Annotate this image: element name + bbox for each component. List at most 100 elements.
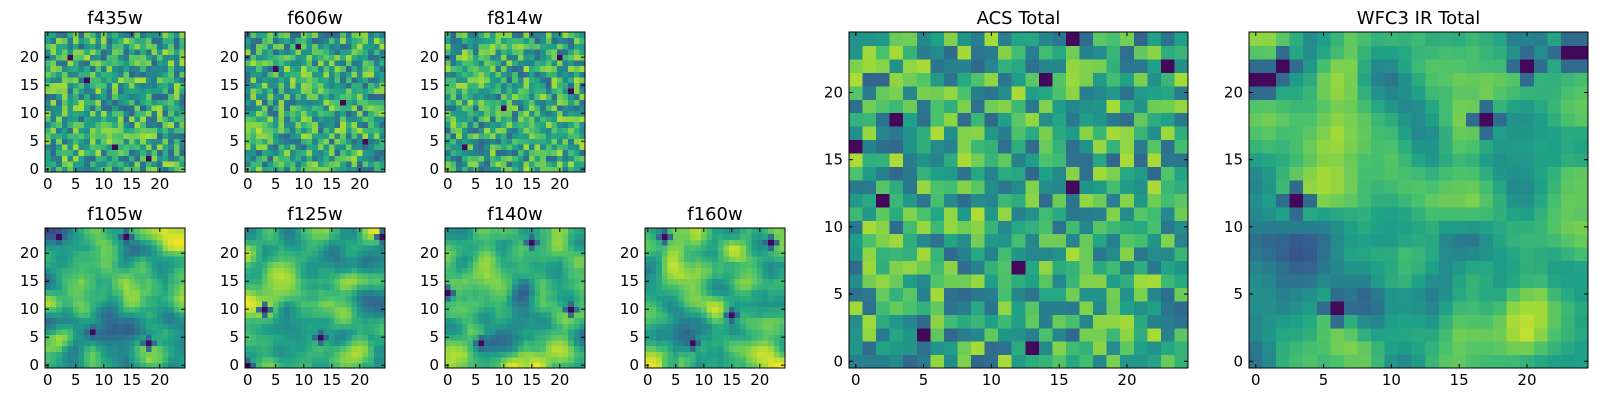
heatmap-cell — [517, 284, 524, 291]
heatmap-cell — [78, 233, 85, 240]
heatmap-cell — [523, 121, 530, 128]
heatmap-cell — [357, 144, 364, 151]
heatmap-cell — [667, 295, 674, 302]
heatmap-cell — [545, 82, 552, 89]
heatmap-cell — [557, 323, 564, 330]
heatmap-cell — [779, 256, 786, 263]
heatmap-cell — [362, 300, 369, 307]
heatmap-cell — [768, 233, 775, 240]
heatmap-cell — [267, 334, 274, 341]
heatmap-cell — [312, 228, 319, 235]
heatmap-cell — [779, 356, 786, 363]
heatmap-cell — [329, 351, 336, 358]
heatmap-cell — [557, 76, 564, 83]
heatmap-cell — [678, 306, 685, 313]
y-tick-label: 5 — [229, 328, 239, 346]
heatmap-cell — [506, 328, 513, 335]
heatmap-cell — [501, 65, 508, 72]
heatmap-cell — [701, 295, 708, 302]
heatmap-cell — [162, 278, 169, 285]
heatmap-cell — [501, 250, 508, 257]
heatmap-cell — [261, 351, 268, 358]
x-tick-label: 5 — [271, 371, 281, 389]
heatmap-cell — [157, 99, 164, 106]
heatmap-cell — [450, 76, 457, 83]
heatmap-cell — [734, 306, 741, 313]
heatmap-cell — [695, 278, 702, 285]
heatmap-cell — [573, 104, 580, 111]
heatmap-cell — [473, 356, 480, 363]
heatmap-cell — [545, 110, 552, 117]
heatmap-cell — [295, 267, 302, 274]
heatmap-cell — [484, 138, 491, 145]
heatmap-cell — [1120, 193, 1135, 208]
heatmap-cell — [334, 239, 341, 246]
heatmap-cell — [73, 110, 80, 117]
heatmap-cell — [849, 179, 864, 194]
heatmap-cell — [478, 160, 485, 167]
heatmap-cell — [340, 289, 347, 296]
heatmap-cell — [334, 328, 341, 335]
heatmap-cell — [145, 351, 152, 358]
x-tick-label: 0 — [43, 371, 53, 389]
heatmap-cell — [368, 32, 375, 39]
heatmap-cell — [50, 244, 57, 251]
heatmap-cell — [306, 76, 313, 83]
heatmap-cell — [540, 345, 547, 352]
heatmap-cell — [117, 32, 124, 39]
heatmap-cell — [245, 239, 252, 246]
heatmap-cell — [745, 323, 752, 330]
heatmap-cell — [450, 250, 457, 257]
heatmap-cell — [695, 306, 702, 313]
heatmap-cell — [862, 354, 877, 369]
heatmap-cell — [445, 284, 452, 291]
heatmap-cell — [295, 284, 302, 291]
heatmap-cell — [312, 155, 319, 162]
heatmap-cell — [473, 65, 480, 72]
heatmap-cell — [562, 166, 569, 173]
heatmap-cell — [261, 127, 268, 134]
heatmap-cell — [101, 239, 108, 246]
heatmap-cell — [362, 99, 369, 106]
heatmap-cell — [301, 312, 308, 319]
heatmap-cell — [45, 328, 52, 335]
heatmap-cell — [334, 356, 341, 363]
heatmap-cell — [67, 256, 74, 263]
heatmap-cell — [1038, 300, 1053, 315]
heatmap-cell — [362, 32, 369, 39]
heatmap-cell — [61, 272, 68, 279]
heatmap-cell — [484, 345, 491, 352]
heatmap-cell — [506, 334, 513, 341]
heatmap-cell — [168, 32, 175, 39]
heatmap-cell — [134, 60, 141, 67]
heatmap-cell — [768, 328, 775, 335]
heatmap-cell — [540, 351, 547, 358]
y-tick-label: 10 — [420, 300, 439, 318]
heatmap-cell — [740, 272, 747, 279]
heatmap-cell — [273, 43, 280, 50]
heatmap-cell — [745, 306, 752, 313]
heatmap-cell — [362, 71, 369, 78]
heatmap-cell — [684, 256, 691, 263]
heatmap-cell — [467, 116, 474, 123]
heatmap-cell — [998, 206, 1013, 221]
heatmap-cell — [930, 314, 945, 329]
heatmap-cell — [506, 250, 513, 257]
heatmap-cell — [45, 345, 52, 352]
heatmap-cell — [773, 256, 780, 263]
heatmap-cell — [278, 65, 285, 72]
heatmap-cell — [317, 300, 324, 307]
heatmap-cell — [478, 334, 485, 341]
heatmap-cell — [489, 239, 496, 246]
heatmap-cell — [1079, 166, 1094, 181]
heatmap-cell — [101, 149, 108, 156]
heatmap-cell — [551, 295, 558, 302]
heatmap-cell — [267, 155, 274, 162]
heatmap-cell — [1052, 233, 1067, 248]
heatmap-cell — [557, 110, 564, 117]
heatmap-cell — [568, 295, 575, 302]
heatmap-cell — [89, 60, 96, 67]
heatmap-cell — [540, 334, 547, 341]
heatmap-cell — [450, 116, 457, 123]
heatmap-cell — [95, 54, 102, 61]
